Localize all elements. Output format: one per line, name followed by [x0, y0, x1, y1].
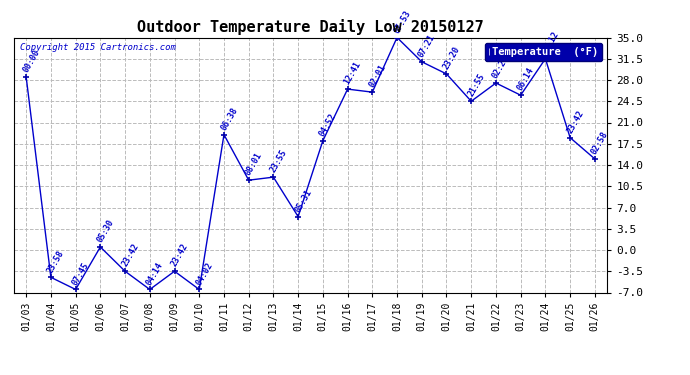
Text: 07:53: 07:53 [392, 9, 413, 35]
Text: 02:01: 02:01 [367, 63, 388, 89]
Text: 00:12: 00:12 [540, 30, 561, 56]
Text: 07:21: 07:21 [417, 33, 437, 59]
Text: 00:00: 00:00 [21, 48, 41, 74]
Legend: Temperature  (°F): Temperature (°F) [485, 43, 602, 61]
Text: 04:52: 04:52 [318, 112, 338, 138]
Text: 21:55: 21:55 [466, 72, 486, 99]
Text: 07:45: 07:45 [70, 261, 91, 286]
Text: 02:29: 02:29 [491, 54, 511, 80]
Text: 23:42: 23:42 [170, 242, 190, 268]
Text: 23:42: 23:42 [120, 242, 140, 268]
Text: 04:14: 04:14 [145, 261, 165, 286]
Text: 05:30: 05:30 [95, 218, 116, 244]
Text: 04:02: 04:02 [194, 261, 215, 286]
Text: 12:41: 12:41 [342, 60, 363, 86]
Text: 06:14: 06:14 [515, 66, 536, 92]
Text: 08:01: 08:01 [244, 151, 264, 177]
Text: 06:38: 06:38 [219, 106, 239, 132]
Text: 23:58: 23:58 [46, 248, 66, 274]
Title: Outdoor Temperature Daily Low 20150127: Outdoor Temperature Daily Low 20150127 [137, 19, 484, 35]
Text: Copyright 2015 Cartronics.com: Copyright 2015 Cartronics.com [20, 43, 176, 52]
Text: 02:58: 02:58 [590, 130, 610, 156]
Text: 23:42: 23:42 [565, 109, 585, 135]
Text: 23:20: 23:20 [442, 45, 462, 71]
Text: 23:55: 23:55 [268, 148, 288, 174]
Text: 05:31: 05:31 [293, 188, 313, 214]
